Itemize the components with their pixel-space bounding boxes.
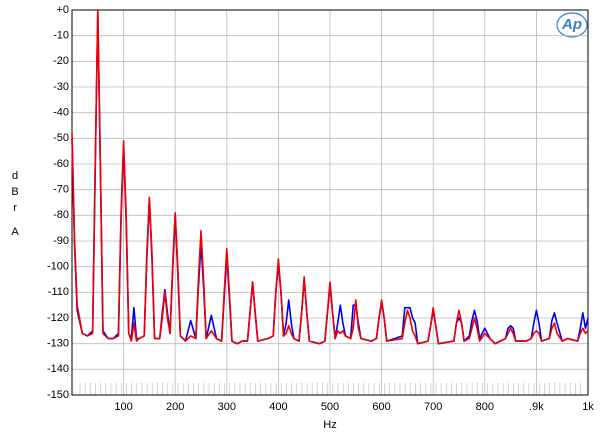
y-tick-label: -40: [53, 107, 69, 119]
x-tick-label: 600: [372, 401, 390, 413]
x-tick-label: 800: [476, 401, 494, 413]
y-tick-label: -70: [53, 184, 69, 196]
y-tick-label: -30: [53, 81, 69, 93]
y-tick-label: -140: [47, 363, 69, 375]
y-tick-label: +0: [56, 4, 69, 16]
x-axis-label: Hz: [323, 419, 336, 431]
logo: Ap: [561, 16, 582, 33]
y-axis-label: A: [9, 226, 21, 242]
y-axis-label: dBr: [9, 170, 21, 218]
y-tick-label: -90: [53, 235, 69, 247]
logo-ring: [556, 12, 588, 38]
plot-frame: [71, 9, 589, 396]
x-tick-label: 1k: [582, 401, 594, 413]
x-tick-label: 500: [321, 401, 339, 413]
series-line: [71, 9, 589, 345]
y-tick-label: -80: [53, 209, 69, 221]
y-tick-label: -150: [47, 389, 69, 401]
y-tick-label: -120: [47, 312, 69, 324]
y-tick-label: -100: [47, 261, 69, 273]
y-tick-label: -60: [53, 158, 69, 170]
y-tick-label: -130: [47, 338, 69, 350]
y-tick-label: -20: [53, 55, 69, 67]
x-tick-label: .9k: [529, 401, 544, 413]
x-tick-label: 700: [424, 401, 442, 413]
x-tick-label: 100: [114, 401, 132, 413]
y-tick-label: -50: [53, 132, 69, 144]
x-tick-label: 200: [166, 401, 184, 413]
y-tick-label: -110: [48, 286, 69, 298]
x-tick-label: 400: [269, 401, 287, 413]
y-tick-label: -10: [53, 30, 69, 42]
x-tick-label: 300: [218, 401, 236, 413]
